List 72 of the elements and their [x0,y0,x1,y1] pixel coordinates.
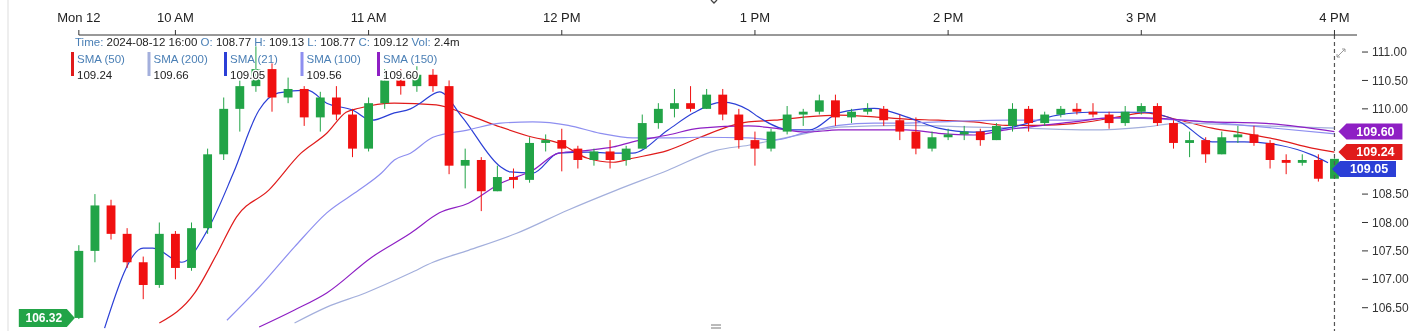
candlestick [460,148,470,189]
candlestick [492,165,502,192]
annotation: 109.24 [77,69,113,81]
y-tick-label: 107.50 [1372,244,1410,259]
y-tick-label: 108.00 [1372,215,1410,230]
candlestick [573,145,583,170]
candlestick [1201,136,1211,164]
x-tick-label: Mon 12 [57,10,101,25]
x-tick-label: 1 PM [739,10,771,25]
candlestick [814,94,824,116]
candlestick [911,116,921,155]
candlestick [315,91,325,133]
data-label: 109.24 [1356,145,1395,160]
candlestick [670,88,679,118]
candlestick [782,105,792,135]
candlestick [718,88,728,121]
candlestick [1088,102,1098,118]
candlestick [1281,153,1291,175]
y-tick-label: 111.00 [1372,45,1408,60]
annotation: 109.66 [153,69,189,81]
text: Time: 2024-08-12 16:00 O: 108.77 H: 109.13 L: 108.77 C: 109.12 Vol: 2.4m [75,36,460,48]
y-tick-label: 108.50 [1372,187,1410,202]
x-tick-label: 11 AM [350,10,387,25]
candlestick [879,105,889,127]
legend-label: SMA (200) [153,53,208,65]
candlestick [509,168,518,189]
data-label: 109.05 [1349,162,1389,177]
candlestick [557,128,567,172]
y-tick-label: 107.00 [1372,272,1410,287]
candlestick [1169,119,1178,150]
candlestick [943,128,953,141]
x-tick-label: 4 PM [1319,10,1350,25]
candlestick [1024,105,1034,133]
annotation: 106.32 [25,311,63,326]
candlestick [927,131,937,152]
y-tick-label: 110.00 [1372,102,1409,117]
candlestick [831,94,840,127]
candlestick [1120,105,1130,127]
x-tick-label: 12 PM [542,10,581,25]
candlestick [605,139,615,170]
candlestick [1104,111,1114,130]
legend-label: SMA (21) [230,53,279,65]
candlestick [766,128,776,152]
legend-label: SMA (100) [306,53,361,65]
candlestick [283,77,293,104]
candlestick [589,148,599,167]
candlestick [895,114,905,141]
candlestick [1313,153,1323,183]
candlestick [1152,102,1162,127]
candlestick [686,85,695,113]
candlestick [1249,125,1259,147]
candlestick [1233,125,1243,144]
x-tick-label: 3 PM [1126,10,1157,25]
y-tick-label: 106.50 [1372,300,1410,315]
candlestick [621,145,631,167]
candlestick [1008,102,1017,133]
candlestick [138,256,148,300]
annotation: 109.56 [306,69,342,81]
legend-label: SMA (50) [77,53,126,65]
x-tick-label: 10 AM [156,10,194,25]
legend-label: SMA (150) [383,53,438,65]
candlestick [331,85,341,121]
candlestick [702,88,712,110]
candlestick [1185,131,1195,158]
y-tick-label: 110.50 [1372,73,1409,88]
x-tick-label: 2 PM [932,10,964,25]
candlestick [1265,139,1275,170]
data-label: 109.60 [1356,124,1395,139]
candlestick [750,131,760,167]
candlestick [653,102,663,130]
candlestick [1072,102,1082,116]
candlestick [235,79,245,133]
